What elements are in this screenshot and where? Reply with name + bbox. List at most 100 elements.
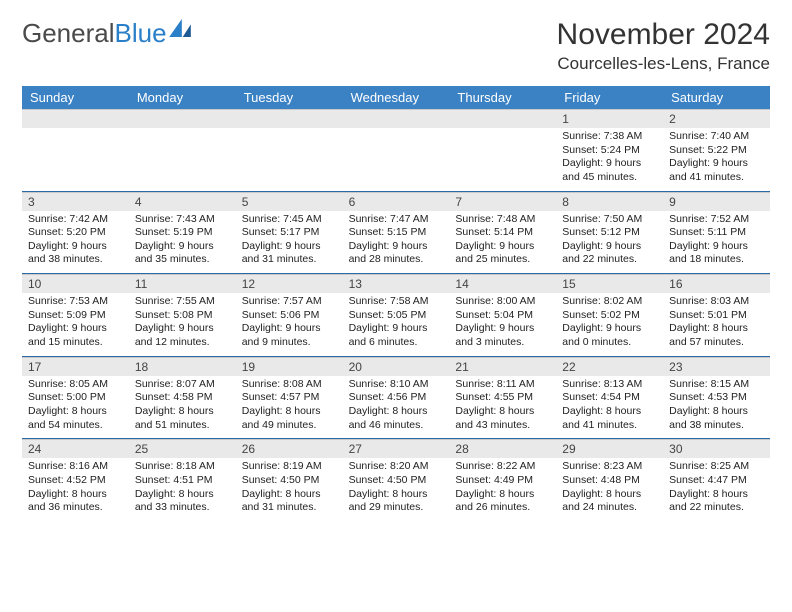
day-number: 13 <box>343 275 450 293</box>
day-number: 19 <box>236 358 343 376</box>
month-title: November 2024 <box>557 18 770 52</box>
day-cell <box>129 128 236 191</box>
day-header: Sunday <box>22 86 129 109</box>
calendar: Sunday Monday Tuesday Wednesday Thursday… <box>22 86 770 521</box>
day-number: 24 <box>22 440 129 458</box>
day-number-row: 3456789 <box>22 192 770 211</box>
day-number: 26 <box>236 440 343 458</box>
day-header: Monday <box>129 86 236 109</box>
day-cell: Sunrise: 7:58 AMSunset: 5:05 PMDaylight:… <box>343 293 450 356</box>
day-number: 29 <box>556 440 663 458</box>
info-row: Sunrise: 8:05 AMSunset: 5:00 PMDaylight:… <box>22 376 770 439</box>
day-cell: Sunrise: 7:50 AMSunset: 5:12 PMDaylight:… <box>556 211 663 274</box>
day-number: 12 <box>236 275 343 293</box>
day-number <box>22 110 129 128</box>
header: GeneralBlue November 2024 Courcelles-les… <box>0 0 792 78</box>
day-cell: Sunrise: 7:48 AMSunset: 5:14 PMDaylight:… <box>449 211 556 274</box>
day-number: 27 <box>343 440 450 458</box>
day-cell <box>22 128 129 191</box>
day-cell: Sunrise: 8:11 AMSunset: 4:55 PMDaylight:… <box>449 376 556 439</box>
day-number: 16 <box>663 275 770 293</box>
week-block: 24252627282930Sunrise: 8:16 AMSunset: 4:… <box>22 439 770 521</box>
logo-sail-icon <box>169 19 191 37</box>
day-number: 3 <box>22 193 129 211</box>
week-block: 17181920212223Sunrise: 8:05 AMSunset: 5:… <box>22 357 770 440</box>
day-number: 23 <box>663 358 770 376</box>
day-header-row: Sunday Monday Tuesday Wednesday Thursday… <box>22 86 770 109</box>
logo-text-blue: Blue <box>115 18 167 49</box>
day-number: 4 <box>129 193 236 211</box>
day-header: Tuesday <box>236 86 343 109</box>
info-row: Sunrise: 7:42 AMSunset: 5:20 PMDaylight:… <box>22 211 770 274</box>
day-cell: Sunrise: 7:42 AMSunset: 5:20 PMDaylight:… <box>22 211 129 274</box>
day-number <box>236 110 343 128</box>
day-header: Wednesday <box>343 86 450 109</box>
info-row: Sunrise: 8:16 AMSunset: 4:52 PMDaylight:… <box>22 458 770 521</box>
day-number: 1 <box>556 110 663 128</box>
day-header: Saturday <box>663 86 770 109</box>
day-number-row: 12 <box>22 109 770 128</box>
day-cell: Sunrise: 7:53 AMSunset: 5:09 PMDaylight:… <box>22 293 129 356</box>
day-cell: Sunrise: 8:05 AMSunset: 5:00 PMDaylight:… <box>22 376 129 439</box>
day-cell: Sunrise: 8:20 AMSunset: 4:50 PMDaylight:… <box>343 458 450 521</box>
day-number <box>449 110 556 128</box>
day-cell: Sunrise: 8:16 AMSunset: 4:52 PMDaylight:… <box>22 458 129 521</box>
day-cell: Sunrise: 7:55 AMSunset: 5:08 PMDaylight:… <box>129 293 236 356</box>
day-cell: Sunrise: 7:45 AMSunset: 5:17 PMDaylight:… <box>236 211 343 274</box>
day-cell: Sunrise: 7:47 AMSunset: 5:15 PMDaylight:… <box>343 211 450 274</box>
day-cell: Sunrise: 7:52 AMSunset: 5:11 PMDaylight:… <box>663 211 770 274</box>
day-number: 22 <box>556 358 663 376</box>
day-cell: Sunrise: 8:00 AMSunset: 5:04 PMDaylight:… <box>449 293 556 356</box>
day-number <box>129 110 236 128</box>
week-block: 12Sunrise: 7:38 AMSunset: 5:24 PMDayligh… <box>22 109 770 192</box>
day-cell: Sunrise: 8:18 AMSunset: 4:51 PMDaylight:… <box>129 458 236 521</box>
day-cell: Sunrise: 7:43 AMSunset: 5:19 PMDaylight:… <box>129 211 236 274</box>
day-number <box>343 110 450 128</box>
day-number: 15 <box>556 275 663 293</box>
day-number: 10 <box>22 275 129 293</box>
day-cell: Sunrise: 8:08 AMSunset: 4:57 PMDaylight:… <box>236 376 343 439</box>
day-number: 7 <box>449 193 556 211</box>
day-number: 5 <box>236 193 343 211</box>
day-header: Friday <box>556 86 663 109</box>
day-number: 9 <box>663 193 770 211</box>
title-block: November 2024 Courcelles-les-Lens, Franc… <box>557 18 770 74</box>
day-number-row: 17181920212223 <box>22 357 770 376</box>
info-row: Sunrise: 7:38 AMSunset: 5:24 PMDaylight:… <box>22 128 770 191</box>
day-number-row: 24252627282930 <box>22 439 770 458</box>
day-cell: Sunrise: 8:25 AMSunset: 4:47 PMDaylight:… <box>663 458 770 521</box>
day-number: 18 <box>129 358 236 376</box>
day-number: 6 <box>343 193 450 211</box>
day-cell <box>236 128 343 191</box>
day-number: 14 <box>449 275 556 293</box>
day-number: 2 <box>663 110 770 128</box>
day-number: 30 <box>663 440 770 458</box>
day-cell: Sunrise: 8:23 AMSunset: 4:48 PMDaylight:… <box>556 458 663 521</box>
day-cell: Sunrise: 7:40 AMSunset: 5:22 PMDaylight:… <box>663 128 770 191</box>
day-cell: Sunrise: 7:57 AMSunset: 5:06 PMDaylight:… <box>236 293 343 356</box>
day-cell: Sunrise: 8:07 AMSunset: 4:58 PMDaylight:… <box>129 376 236 439</box>
day-cell: Sunrise: 7:38 AMSunset: 5:24 PMDaylight:… <box>556 128 663 191</box>
day-header: Thursday <box>449 86 556 109</box>
day-cell: Sunrise: 8:10 AMSunset: 4:56 PMDaylight:… <box>343 376 450 439</box>
day-number: 8 <box>556 193 663 211</box>
day-cell: Sunrise: 8:03 AMSunset: 5:01 PMDaylight:… <box>663 293 770 356</box>
day-number: 21 <box>449 358 556 376</box>
weeks-container: 12Sunrise: 7:38 AMSunset: 5:24 PMDayligh… <box>22 109 770 521</box>
day-number: 25 <box>129 440 236 458</box>
day-number: 28 <box>449 440 556 458</box>
day-cell: Sunrise: 8:22 AMSunset: 4:49 PMDaylight:… <box>449 458 556 521</box>
location: Courcelles-les-Lens, France <box>557 54 770 74</box>
day-cell: Sunrise: 8:19 AMSunset: 4:50 PMDaylight:… <box>236 458 343 521</box>
day-number: 11 <box>129 275 236 293</box>
day-cell: Sunrise: 8:13 AMSunset: 4:54 PMDaylight:… <box>556 376 663 439</box>
logo: GeneralBlue <box>22 18 191 49</box>
day-cell <box>343 128 450 191</box>
day-cell: Sunrise: 8:15 AMSunset: 4:53 PMDaylight:… <box>663 376 770 439</box>
week-block: 3456789Sunrise: 7:42 AMSunset: 5:20 PMDa… <box>22 192 770 275</box>
info-row: Sunrise: 7:53 AMSunset: 5:09 PMDaylight:… <box>22 293 770 356</box>
day-number: 20 <box>343 358 450 376</box>
logo-text-general: General <box>22 18 115 49</box>
week-block: 10111213141516 Sunrise: 7:53 AMSunset: 5:… <box>22 274 770 357</box>
day-cell <box>449 128 556 191</box>
